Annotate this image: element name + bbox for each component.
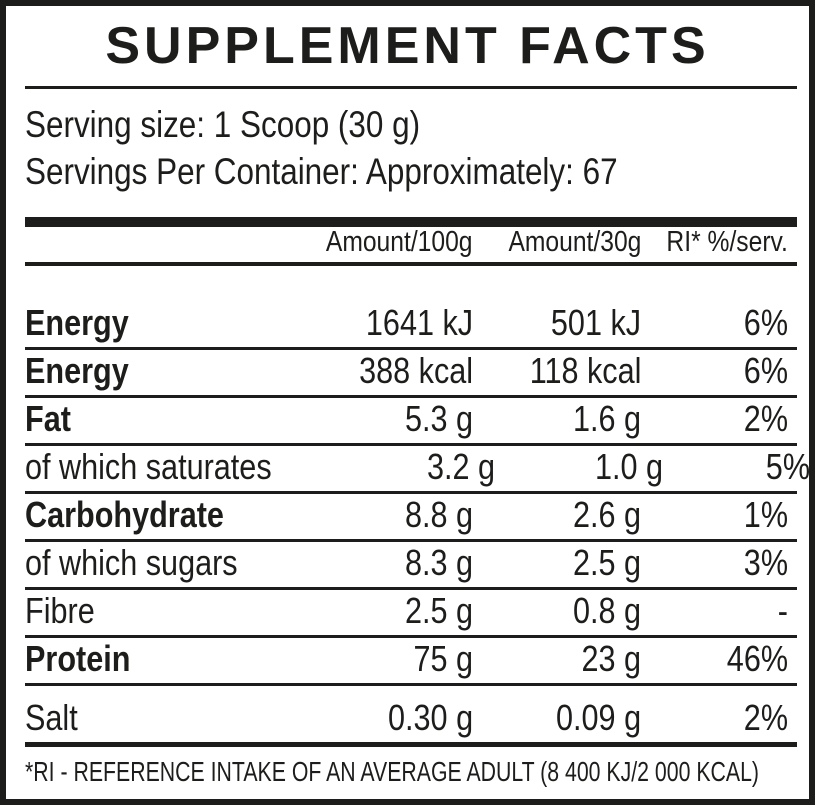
serving-size-line: Serving size: 1 Scoop (30 g): [25, 101, 797, 148]
amount-per-30g: 2.5 g: [572, 542, 641, 583]
amount-per-30g: 501 kJ: [550, 302, 641, 343]
reference-intake-footnote: *RI - REFERENCE INTAKE OF AN AVERAGE ADU…: [6, 747, 809, 788]
nutrient-column-spacer: [25, 257, 293, 262]
amount-per-30g: 0.09 g: [555, 697, 641, 738]
nutrient-name: Energy: [25, 302, 129, 343]
nutrient-name: of which sugars: [25, 542, 238, 583]
table-row: Fibre 2.5 g 0.8 g -: [25, 590, 797, 638]
amount-per-30g: 0.8 g: [572, 590, 641, 631]
amount-per-100g: 3.2 g: [427, 446, 496, 487]
serving-info: Serving size: 1 Scoop (30 g) Servings Pe…: [6, 89, 809, 217]
amount-per-30g: 23 g: [581, 638, 641, 679]
table-row: Carbohydrate 8.8 g 2.6 g 1%: [25, 494, 797, 542]
column-header-amount-30g: Amount/30g: [508, 226, 641, 258]
amount-per-100g: 1641 kJ: [365, 302, 473, 343]
nutrient-name: of which saturates: [25, 446, 272, 487]
nutrient-name: Energy: [25, 350, 129, 391]
nutrient-name: Protein: [25, 638, 131, 679]
page-title: SUPPLEMENT FACTS: [105, 17, 710, 75]
table-header-row: Amount/100g Amount/30g RI* %/serv.: [25, 227, 797, 266]
amount-per-100g: 0.30 g: [387, 697, 473, 738]
table-row: Fat 5.3 g 1.6 g 2%: [25, 398, 797, 446]
amount-per-30g: 2.6 g: [572, 494, 641, 535]
reference-intake-text: *RI - REFERENCE INTAKE OF AN AVERAGE ADU…: [25, 756, 760, 787]
serving-size-text: Serving size: 1 Scoop (30 g): [25, 104, 421, 145]
title-bar: SUPPLEMENT FACTS: [6, 6, 809, 86]
table-row: Energy 1641 kJ 501 kJ 6%: [25, 266, 797, 350]
ri-percent: 3%: [743, 542, 788, 583]
nutrient-name: Salt: [25, 697, 78, 738]
nutrition-table: Amount/100g Amount/30g RI* %/serv. Energ…: [6, 227, 809, 742]
ri-percent: 6%: [743, 350, 788, 391]
footer-divider-bar: [25, 742, 797, 747]
amount-per-100g: 75 g: [413, 638, 473, 679]
amount-per-100g: 8.3 g: [404, 542, 473, 583]
ri-percent: -: [777, 590, 788, 631]
nutrient-name: Fibre: [25, 590, 95, 631]
nutrient-name: Carbohydrate: [25, 494, 224, 535]
column-header-amount-100g: Amount/100g: [326, 226, 473, 258]
column-header-ri-per-serving: RI* %/serv.: [666, 226, 788, 258]
ri-percent: 1%: [743, 494, 788, 535]
amount-per-30g: 1.6 g: [572, 398, 641, 439]
servings-per-container-text: Servings Per Container: Approximately: 6…: [25, 151, 618, 192]
ri-percent: 2%: [743, 398, 788, 439]
table-row: Protein 75 g 23 g 46%: [25, 638, 797, 686]
header-top-bar: [25, 217, 797, 227]
ri-percent: 6%: [743, 302, 788, 343]
amount-per-100g: 5.3 g: [404, 398, 473, 439]
nutrient-name: Fat: [25, 398, 71, 439]
amount-per-100g: 2.5 g: [404, 590, 473, 631]
title-divider: [25, 86, 797, 89]
table-row: of which sugars 8.3 g 2.5 g 3%: [25, 542, 797, 590]
amount-per-100g: 8.8 g: [404, 494, 473, 535]
table-row: Salt 0.30 g 0.09 g 2%: [25, 686, 797, 742]
amount-per-100g: 388 kcal: [359, 350, 473, 391]
amount-per-30g: 1.0 g: [595, 446, 664, 487]
ri-percent: 46%: [726, 638, 788, 679]
table-row: of which saturates 3.2 g 1.0 g 5%: [25, 446, 809, 494]
table-row: Energy 388 kcal 118 kcal 6%: [25, 350, 797, 398]
amount-per-30g: 118 kcal: [529, 350, 641, 391]
ri-percent: 5%: [765, 446, 811, 487]
servings-per-container-line: Servings Per Container: Approximately: 6…: [25, 148, 797, 195]
ri-percent: 2%: [743, 697, 788, 738]
